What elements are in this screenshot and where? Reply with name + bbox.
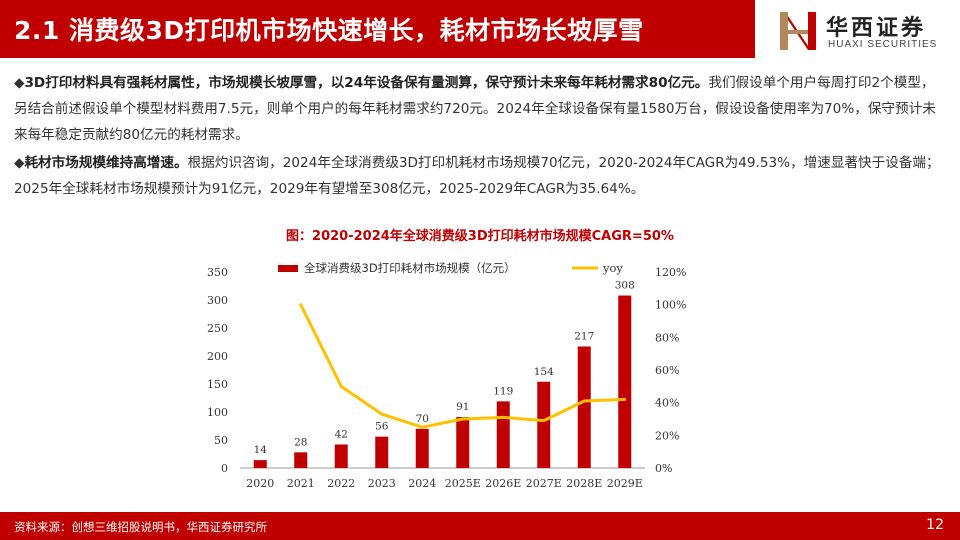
right-tick-label: 0% [655,462,672,475]
bar [537,381,551,468]
legend-label-bar: 全球消费级3D打印耗材市场规模（亿元） [304,261,516,275]
bar-value-label: 28 [294,436,307,448]
left-tick-label: 50 [214,434,228,447]
x-tick-label: 2024 [408,477,436,490]
legend-label-line: yoy [602,261,623,275]
paragraph-1-body: 我们假设单个用户每周打印2个模型，另结合前述假设单个模型材料费用7.5元，则单个… [14,75,936,143]
bar [496,401,510,468]
page-number: 12 [926,517,944,533]
paragraph-1: ◆3D打印材料具有强耗材属性，市场规模长坡厚雪，以24年设备保有量测算，保守预计… [14,70,946,148]
bar-value-label: 119 [493,385,513,397]
paragraph-2-lead: 耗材市场规模维持高增速。 [24,155,188,171]
x-tick-label: 2029E [607,477,643,490]
bar-value-label: 308 [615,280,635,292]
left-tick-label: 100 [207,406,228,419]
left-tick-label: 300 [207,294,228,307]
bar [253,460,267,468]
x-tick-label: 2023 [368,477,396,490]
logo: 华西证券 HUAXI SECURITIES [778,8,948,56]
x-tick-label: 2027E [526,477,562,490]
x-tick-label: 2026E [485,477,521,490]
bar-value-label: 91 [456,401,469,413]
bar-value-label: 154 [534,366,554,378]
x-tick-label: 2028E [566,477,602,490]
right-tick-label: 120% [655,266,686,279]
right-tick-label: 80% [655,331,679,344]
right-tick-label: 60% [655,364,679,377]
bar [577,346,591,468]
bullet: ◆ [14,75,25,91]
bar-value-label: 56 [375,421,389,433]
logo-text-en: HUAXI SECURITIES [828,39,938,50]
legend-swatch-bar [278,265,298,272]
source-note: 资料来源：创想三维招股说明书，华西证券研究所 [14,520,267,534]
x-tick-label: 2020 [246,477,274,490]
bar [415,428,429,468]
page-title: 2.1 消费级3D打印机市场快速增长，耗材市场长坡厚雪 [14,16,644,45]
chart: 0 50 100 150 200 250 300 350 0% 20% 40% 60% 80% 100% 1… [207,261,686,490]
chart-title: 图：2020-2024年全球消费级3D打印耗材市场规模CAGR=50% [286,229,674,244]
left-tick-label: 250 [207,322,228,335]
x-tick-label: 2021 [287,477,315,490]
bar-value-label: 42 [335,428,348,440]
left-tick-label: 150 [207,378,228,391]
x-tick-label: 2025E [445,477,481,490]
bar-value-label: 14 [254,444,268,456]
bar [294,452,308,468]
bar [334,444,348,468]
left-tick-label: 0 [221,462,228,475]
paragraph-2-body: 根据灼识咨询，2024年全球消费级3D打印机耗材市场规模70亿元，2020-20… [14,155,940,197]
logo-text-cn: 华西证券 [826,16,927,41]
logo-mark-icon [780,12,816,50]
right-tick-label: 20% [655,429,679,442]
left-tick-label: 350 [207,266,228,279]
bullet: ◆ [14,155,25,171]
x-tick-label: 2022 [327,477,355,490]
left-tick-label: 200 [207,350,228,363]
right-tick-label: 100% [655,299,686,312]
paragraph-1-lead: 3D打印材料具有强耗材属性，市场规模长坡厚雪，以24年设备保有量测算，保守预计未… [24,75,709,91]
header-bar: 2.1 消费级3D打印机市场快速增长，耗材市场长坡厚雪 [0,0,755,58]
bar-value-label: 217 [574,330,594,342]
paragraph-2: ◆耗材市场规模维持高增速。根据灼识咨询，2024年全球消费级3D打印机耗材市场规… [14,150,946,202]
bar [375,436,389,468]
bar [456,417,470,468]
bar-value-label: 70 [416,413,429,425]
right-tick-label: 40% [655,397,679,410]
bar [618,295,632,468]
footer-bar: 资料来源：创想三维招股说明书，华西证券研究所 12 [0,512,960,540]
yoy-line [299,303,627,429]
